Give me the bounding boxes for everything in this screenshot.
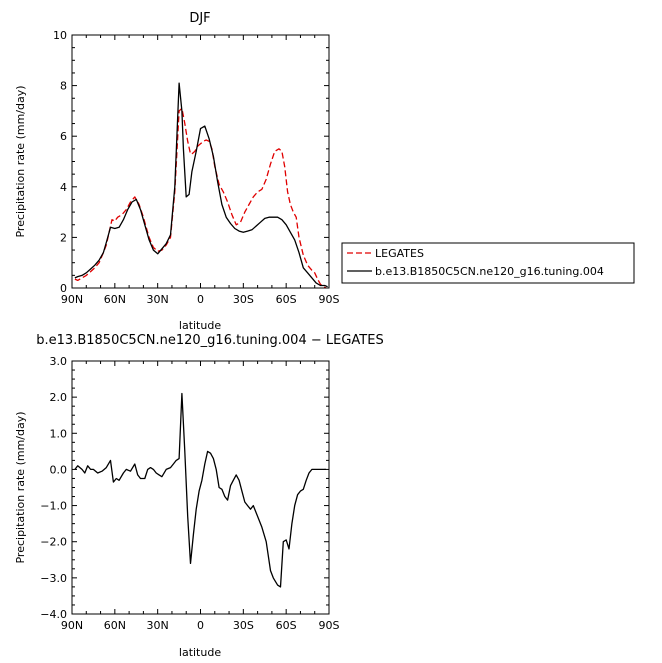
bottom-x-tick-label: 30N [147, 619, 169, 632]
top-axis-ticks: 90N 60N 30N 0 30S 60S 90S 0 2 4 6 8 10 [53, 29, 340, 306]
top-x-tick-label: 60N [104, 293, 126, 306]
top-chart-title: DJF [189, 11, 210, 26]
top-y-tick-label: 10 [53, 29, 67, 42]
bottom-x-tick-label: 60N [104, 619, 126, 632]
bottom-series-lines [74, 392, 327, 588]
bottom-y-tick-label: 1.0 [50, 427, 68, 440]
bottom-chart-title: b.e13.B1850C5CN.ne120_g16.tuning.004 − L… [36, 333, 383, 348]
top-y-tick-label: 0 [60, 282, 67, 295]
top-y-tick-label: 4 [60, 181, 67, 194]
bottom-axis-ticks: 90N 60N 30N 0 30S 60S 90S −4.0 −3.0 −2.0 −1.0 0.0 1.… [40, 355, 339, 632]
top-series-line-legates [74, 107, 327, 289]
top-x-tick-label: 60S [276, 293, 297, 306]
top-y-tick-label: 8 [60, 80, 67, 93]
top-chart-panel: DJF Precipitation rate (mm/day) latitude… [14, 11, 635, 332]
legend-label-model: b.e13.B1850C5CN.ne120_g16.tuning.004 [375, 265, 604, 278]
bottom-y-tick-label: −2.0 [40, 536, 67, 549]
legend-label-legates: LEGATES [375, 247, 424, 260]
top-x-tick-label: 0 [197, 293, 204, 306]
legend-box [341, 242, 635, 284]
bottom-x-tick-label: 90S [319, 619, 340, 632]
bottom-y-tick-label: 0.0 [50, 463, 68, 476]
top-y-tick-label: 6 [60, 130, 67, 143]
top-y-tick-label: 2 [60, 231, 67, 244]
bottom-series-line-difference [74, 392, 327, 588]
bottom-chart-panel: b.e13.B1850C5CN.ne120_g16.tuning.004 − L… [14, 333, 384, 659]
bottom-x-tick-label: 60S [276, 619, 297, 632]
bottom-y-tick-label: 2.0 [50, 391, 68, 404]
top-legend: LEGATES b.e13.B1850C5CN.ne120_g16.tuning… [341, 242, 635, 284]
bottom-x-tick-label: 0 [197, 619, 204, 632]
top-x-axis-label: latitude [179, 319, 221, 332]
top-x-tick-label: 30N [147, 293, 169, 306]
top-series-line-model [74, 82, 328, 288]
bottom-y-tick-label: 3.0 [50, 355, 68, 368]
bottom-x-tick-label: 30S [233, 619, 254, 632]
bottom-y-tick-label: −4.0 [40, 608, 67, 621]
bottom-y-tick-label: −1.0 [40, 500, 67, 513]
bottom-x-axis-label: latitude [179, 646, 221, 659]
bottom-y-tick-label: −3.0 [40, 572, 67, 585]
top-x-tick-label: 90N [61, 293, 83, 306]
top-y-axis-label: Precipitation rate (mm/day) [14, 85, 27, 237]
top-x-tick-label: 90S [319, 293, 340, 306]
top-plot-frame [71, 34, 330, 289]
top-x-tick-label: 30S [233, 293, 254, 306]
top-series-lines [74, 82, 328, 289]
bottom-x-tick-label: 90N [61, 619, 83, 632]
bottom-y-axis-label: Precipitation rate (mm/day) [14, 411, 27, 563]
